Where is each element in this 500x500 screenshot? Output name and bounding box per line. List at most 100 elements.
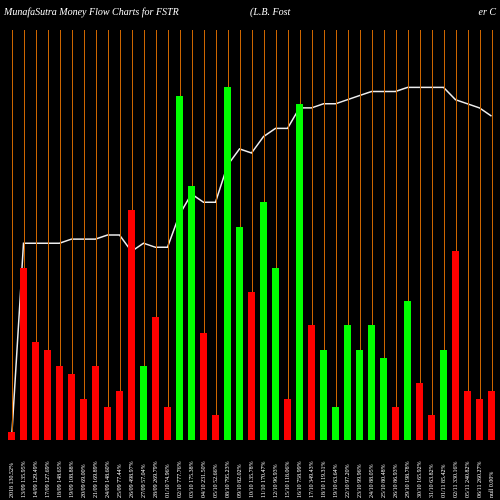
volume-bar	[368, 325, 375, 440]
volume-bar	[272, 268, 279, 440]
volume-bar	[452, 251, 459, 440]
x-axis-label: 18/10 119.31%	[321, 438, 327, 498]
x-axis-label: 14/09 129.49%	[33, 438, 39, 498]
volume-bar	[416, 383, 423, 440]
volume-bar	[128, 210, 135, 440]
x-axis-label: 26/09 498.97%	[129, 438, 135, 498]
x-axis-label: 28/09 269.79%	[153, 438, 159, 498]
x-axis-label: 31/10 63.82%	[429, 438, 435, 498]
grid-line	[468, 30, 469, 440]
x-axis-label: 09/10 82.02%	[237, 438, 243, 498]
x-axis-label: 02/10 777.76%	[177, 438, 183, 498]
x-axis-label: 20/09 69.00%	[81, 438, 87, 498]
chart-container: MunafaSutra Money Flow Charts for FSTR (…	[0, 0, 500, 500]
volume-bar	[224, 87, 231, 440]
x-axis-label: 29/10 198.78%	[405, 438, 411, 498]
x-axis-label: null 0.00%	[489, 438, 495, 498]
x-axis-label: 23/10 99.96%	[357, 438, 363, 498]
x-axis-label: 27/09 57.04%	[141, 438, 147, 498]
title-bar: MunafaSutra Money Flow Charts for FSTR (…	[0, 0, 500, 24]
x-axis-label: 15/10 118.06%	[285, 438, 291, 498]
volume-bar	[104, 407, 111, 440]
x-axis-label: 01/10 74.96%	[165, 438, 171, 498]
x-axis-label: 02/11 330.16%	[453, 438, 459, 498]
volume-bar	[320, 350, 327, 440]
grid-line	[120, 30, 121, 440]
volume-bar	[392, 407, 399, 440]
title-right-cut: er C	[479, 7, 497, 18]
x-axis-label: 17/09 127.69%	[45, 438, 51, 498]
volume-bar	[200, 333, 207, 440]
x-axis-label: 05/10 52.66%	[213, 438, 219, 498]
volume-bar	[92, 366, 99, 440]
x-axis-label: 05/11 240.82%	[465, 438, 471, 498]
title-main: Money Flow Charts for FSTR	[59, 7, 178, 18]
x-axis-label: 22/10 97.20%	[345, 438, 351, 498]
grid-line	[420, 30, 421, 440]
x-axis-label: 21/09 169.89%	[93, 438, 99, 498]
volume-bar	[428, 415, 435, 440]
grid-line	[480, 30, 481, 440]
x-axis-label: 25/09 77.44%	[117, 438, 123, 498]
x-axis-label: 12/10 96.93%	[273, 438, 279, 498]
volume-bar	[404, 301, 411, 440]
x-axis-labels: 2018 130.52% 13/09 135.95% 14/09 129.49% 17…	[0, 440, 500, 500]
x-axis-label: 01/11 85.42%	[441, 438, 447, 498]
x-axis-label: 13/09 135.95%	[21, 438, 27, 498]
volume-bar	[56, 366, 63, 440]
x-axis-label: 24/10 88.05%	[369, 438, 375, 498]
title-left: MunafaSutra Money Flow Charts for FSTR	[4, 7, 179, 18]
volume-bar	[344, 325, 351, 440]
volume-bar	[212, 415, 219, 440]
x-axis-label: 11/10 170.47%	[261, 438, 267, 498]
x-axis-label: 16/10 758.99%	[297, 438, 303, 498]
grid-line	[492, 30, 493, 440]
title-company: (L.B. Fost	[250, 7, 290, 18]
x-axis-label: 03/10 175.38%	[189, 438, 195, 498]
x-axis-label: 10/10 135.78%	[249, 438, 255, 498]
x-axis-label: 18/09 148.65%	[57, 438, 63, 498]
volume-bar	[140, 366, 147, 440]
grid-line	[12, 30, 13, 440]
volume-bar	[296, 104, 303, 440]
volume-bar	[260, 202, 267, 440]
volume-bar	[236, 227, 243, 440]
volume-bar	[80, 399, 87, 440]
x-axis-label: 19/10 63.64%	[333, 438, 339, 498]
volume-bar	[116, 391, 123, 440]
volume-bar	[488, 391, 495, 440]
volume-bar	[152, 317, 159, 440]
x-axis-label: 08/10 795.23%	[225, 438, 231, 498]
grid-line	[84, 30, 85, 440]
grid-line	[432, 30, 433, 440]
volume-bar	[332, 407, 339, 440]
x-axis-label: 30/10 165.92%	[417, 438, 423, 498]
volume-bar	[188, 186, 195, 440]
chart-area	[0, 30, 500, 440]
x-axis-label: 2018 130.52%	[9, 438, 15, 498]
volume-bar	[20, 268, 27, 440]
grid-line	[396, 30, 397, 440]
x-axis-label: 04/10 231.50%	[201, 438, 207, 498]
title-brand: MunafaSutra	[4, 7, 57, 18]
volume-bar	[356, 350, 363, 440]
grid-line	[288, 30, 289, 440]
volume-bar	[476, 399, 483, 440]
grid-line	[336, 30, 337, 440]
volume-bar	[164, 407, 171, 440]
volume-bar	[32, 342, 39, 440]
x-axis-label: 26/10 86.93%	[393, 438, 399, 498]
volume-bar	[176, 96, 183, 440]
volume-bar	[284, 399, 291, 440]
volume-bar	[248, 292, 255, 440]
x-axis-label: 24/09 148.60%	[105, 438, 111, 498]
volume-bar	[380, 358, 387, 440]
volume-bar	[308, 325, 315, 440]
x-axis-label: 17/10 349.43%	[309, 438, 315, 498]
x-axis-label: 19/09 108.88%	[69, 438, 75, 498]
x-axis-label: 06/11 260.27%	[477, 438, 483, 498]
grid-line	[216, 30, 217, 440]
x-axis-label: 25/10 80.48%	[381, 438, 387, 498]
volume-bar	[44, 350, 51, 440]
grid-line	[168, 30, 169, 440]
